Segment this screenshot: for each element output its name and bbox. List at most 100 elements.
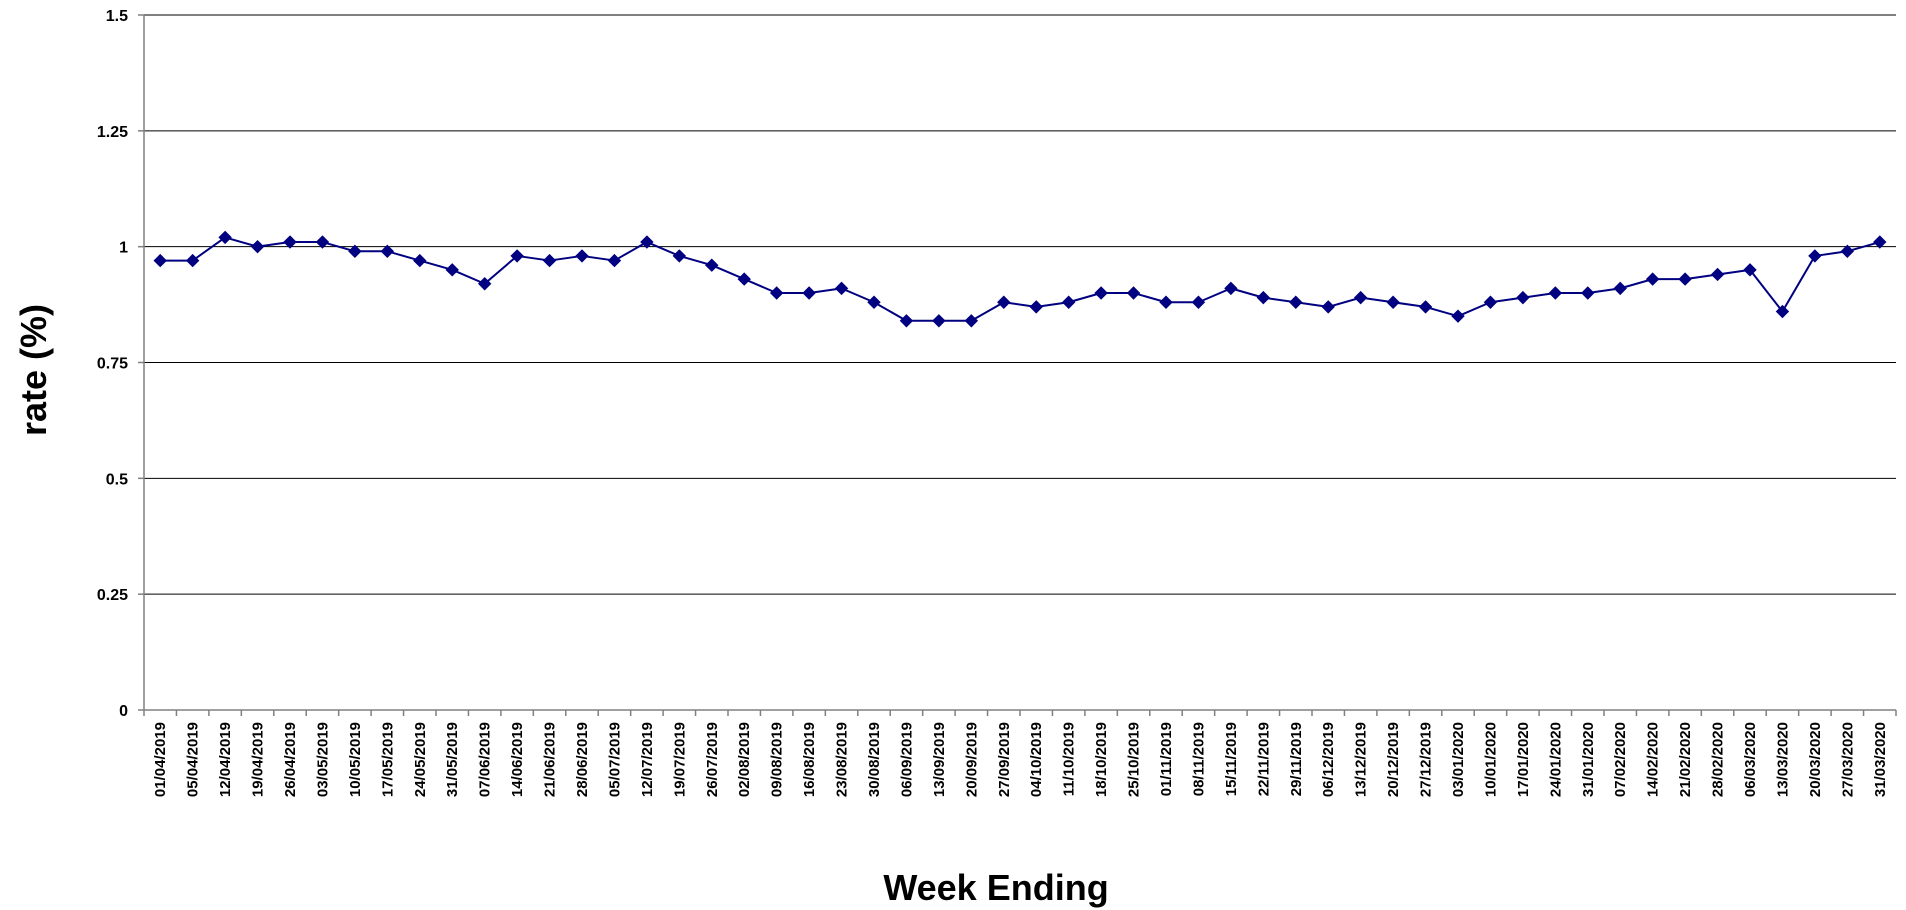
y-tick-label: 1	[119, 240, 128, 257]
x-tick-label: 04/10/2019	[1028, 722, 1045, 797]
y-tick-label: 0	[119, 703, 128, 720]
data-point	[769, 286, 784, 300]
data-point	[834, 281, 849, 296]
data-point	[1743, 263, 1757, 277]
x-tick-label: 29/11/2019	[1288, 722, 1305, 796]
data-point	[1061, 295, 1076, 309]
data-point	[705, 258, 719, 272]
data-point	[1386, 295, 1400, 309]
x-tick-label: 27/09/2019	[996, 722, 1013, 797]
data-point	[1159, 295, 1173, 309]
x-tick-label: 10/01/2020	[1482, 722, 1499, 797]
x-tick-label: 03/01/2020	[1450, 722, 1467, 797]
x-tick-label: 06/03/2020	[1742, 722, 1759, 797]
x-tick-label: 07/06/2019	[477, 722, 494, 797]
x-tick-label: 19/07/2019	[671, 722, 688, 797]
x-tick-label: 01/11/2019	[1158, 722, 1175, 796]
x-tick-label: 20/03/2020	[1807, 722, 1824, 797]
data-point	[218, 230, 232, 245]
x-tick-label: 02/08/2019	[736, 722, 753, 797]
data-point	[1483, 295, 1498, 309]
data-point	[1256, 290, 1271, 305]
data-point	[185, 253, 200, 268]
y-tick-label: 0.5	[106, 471, 128, 488]
x-tick-label: 13/03/2020	[1774, 722, 1791, 797]
x-tick-label: 09/08/2019	[769, 722, 786, 797]
x-tick-label: 13/12/2019	[1353, 722, 1370, 797]
data-point	[413, 253, 427, 268]
x-tick-label: 19/04/2019	[250, 722, 267, 797]
x-tick-label: 08/11/2019	[1190, 722, 1207, 796]
data-point	[1321, 300, 1335, 314]
data-point	[1353, 290, 1368, 305]
y-tick-label: 0.75	[97, 356, 128, 373]
data-point	[445, 263, 459, 277]
x-tick-label: 18/10/2019	[1093, 722, 1110, 797]
data-point	[380, 244, 395, 259]
x-tick-label: 26/04/2019	[282, 722, 299, 797]
x-tick-label: 27/03/2020	[1839, 722, 1856, 797]
data-point	[1840, 244, 1855, 259]
data-point	[1873, 235, 1887, 249]
data-point	[932, 314, 946, 328]
data-point	[964, 314, 979, 328]
data-point	[153, 253, 167, 268]
data-point	[867, 295, 881, 309]
data-point	[477, 277, 492, 291]
data-point	[607, 253, 622, 268]
x-tick-label: 20/09/2019	[963, 722, 980, 797]
x-tick-label: 31/05/2019	[444, 722, 461, 797]
data-point	[1678, 272, 1692, 286]
data-point	[1224, 281, 1238, 296]
x-tick-label: 23/08/2019	[834, 722, 851, 797]
y-tick-label: 1.5	[106, 8, 128, 25]
x-tick-label: 14/02/2020	[1645, 722, 1662, 797]
y-axis-title: rate (%)	[13, 304, 54, 436]
data-point	[1289, 295, 1303, 309]
x-tick-label: 21/06/2019	[542, 722, 559, 797]
x-tick-label: 13/09/2019	[931, 722, 948, 797]
x-tick-label: 11/10/2019	[1061, 722, 1078, 796]
x-tick-label: 06/09/2019	[898, 722, 915, 797]
data-point	[315, 235, 330, 249]
x-tick-label: 05/07/2019	[606, 722, 623, 797]
data-point	[1710, 267, 1725, 282]
data-point	[1126, 286, 1141, 300]
x-tick-label: 28/02/2020	[1710, 722, 1727, 797]
x-tick-label: 06/12/2019	[1320, 722, 1337, 797]
data-point	[899, 314, 914, 328]
x-tick-label: 05/04/2019	[185, 722, 202, 797]
data-point	[1516, 290, 1530, 305]
axes	[138, 14, 1897, 716]
y-tick-labels: 0 0.25 0.5 0.75 1 1.25 1.5	[97, 8, 128, 720]
x-tick-label: 28/06/2019	[574, 722, 591, 797]
data-point	[1029, 300, 1043, 314]
data-point	[1548, 286, 1563, 300]
x-tick-label: 17/01/2020	[1515, 722, 1532, 797]
y-tick-label: 0.25	[97, 587, 128, 604]
series	[153, 230, 1887, 328]
x-tick-label: 14/06/2019	[509, 722, 526, 797]
data-point	[348, 244, 362, 259]
data-point	[1808, 249, 1822, 263]
data-point	[802, 286, 816, 300]
data-point	[542, 253, 557, 268]
x-tick-labels: 01/04/2019 05/04/2019 12/04/2019 19/04/2019…	[152, 722, 1889, 797]
data-point	[640, 235, 654, 249]
x-tick-label: 20/12/2019	[1385, 722, 1402, 797]
x-tick-label: 21/02/2020	[1677, 722, 1694, 797]
data-point	[1645, 272, 1660, 286]
x-tick-label: 22/11/2019	[1255, 722, 1272, 796]
data-point	[1775, 304, 1790, 319]
x-tick-label: 12/07/2019	[639, 722, 656, 797]
data-point	[1191, 295, 1206, 309]
grid-lines	[144, 14, 1896, 595]
data-point	[575, 249, 589, 263]
data-point	[1581, 286, 1595, 300]
series-line	[160, 236, 1881, 322]
x-tick-label: 31/01/2020	[1580, 722, 1597, 797]
x-tick-label: 03/05/2019	[314, 722, 331, 797]
x-tick-label: 26/07/2019	[704, 722, 721, 797]
